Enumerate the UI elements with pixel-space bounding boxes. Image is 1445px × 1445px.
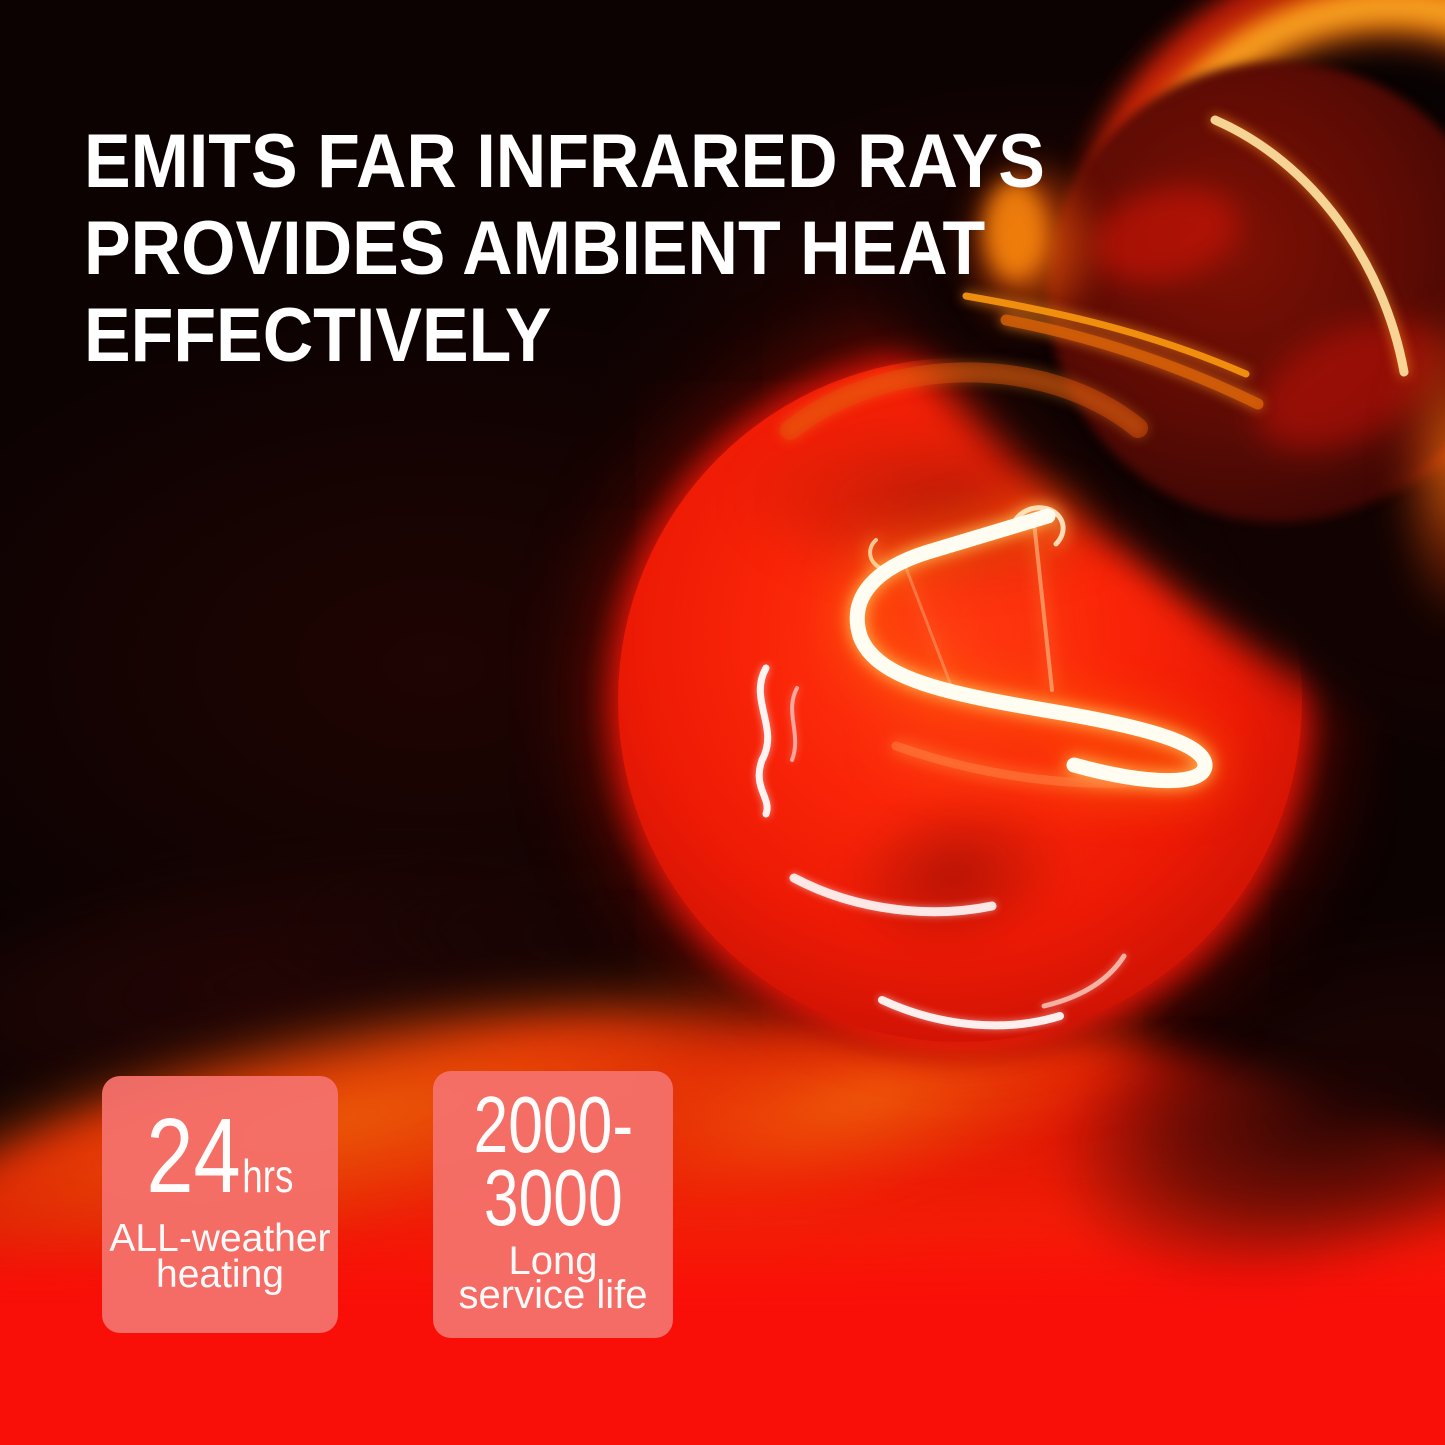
reflector-cone-shadow-right: [1030, 179, 1445, 861]
headline-line-1: EMITS FAR INFRARED RAYS: [84, 119, 1045, 204]
filament-glow: [849, 508, 1213, 789]
headline-line-3: EFFECTIVELY: [84, 293, 552, 378]
feature-card-24hrs: 24 hrs ALL-weather heating: [102, 1076, 338, 1333]
filament-support-wire-b: [901, 558, 954, 690]
card-value-row: 24 hrs: [146, 1103, 293, 1209]
glass-highlight-left-wavy: [755, 664, 772, 818]
right-edge-orange-glow: [1390, 300, 1445, 630]
glass-highlight-bottom-edge: [878, 996, 1064, 1030]
headline: EMITS FAR INFRARED RAYS PROVIDES AMBIENT…: [84, 118, 1045, 379]
top-right-corner-shadow: [1300, 0, 1445, 160]
card-label: Long service life: [459, 1241, 648, 1315]
card-label-line-2: service life: [458, 1273, 648, 1317]
filament-group: [849, 505, 1213, 789]
bulb-outer-glow: [480, 240, 1440, 1180]
feature-card-service-life: 2000- 3000 Long service life: [433, 1071, 673, 1338]
dark-wedge-right: [1002, 834, 1445, 1357]
filament-coil-knot-b: [868, 538, 914, 573]
bulb-face: [618, 358, 1302, 1042]
glass-highlight-left-thin: [790, 686, 799, 762]
glass-highlights: [755, 664, 1127, 1030]
bulb-rim-ring: [588, 330, 1332, 1074]
dark-ridge-center: [233, 804, 1227, 1092]
card-value: 2000- 3000: [473, 1085, 633, 1238]
filament-reflection-arc: [891, 741, 1199, 788]
bulb-face-top-shade: [640, 372, 1260, 632]
bulb-neck-dome: [1048, 62, 1445, 522]
card-value: 24: [146, 1097, 241, 1215]
neck-red-reflection-a: [1080, 172, 1250, 298]
filament-coil-knot-a: [1009, 505, 1066, 547]
card-value-unit: hrs: [242, 1150, 294, 1202]
glass-highlight-bottom-arc: [789, 873, 997, 917]
headline-line-2: PROVIDES AMBIENT HEAT: [84, 206, 986, 291]
card-value-line-2: 3000: [483, 1153, 623, 1242]
neck-red-reflection-b: [1236, 292, 1445, 478]
socket-yellow-arc: [1210, 115, 1409, 377]
card-label: ALL-weather heating: [109, 1219, 330, 1296]
bulb-top-rim-glow: [780, 362, 1148, 440]
glass-highlight-bottom-right: [1041, 953, 1127, 1009]
card-label-line-2: heating: [156, 1253, 284, 1296]
filament-support-wire-a: [1032, 520, 1054, 692]
red-floor-bright-right: [680, 1150, 1445, 1445]
bulb-face-dark-swirl: [769, 728, 1141, 1022]
